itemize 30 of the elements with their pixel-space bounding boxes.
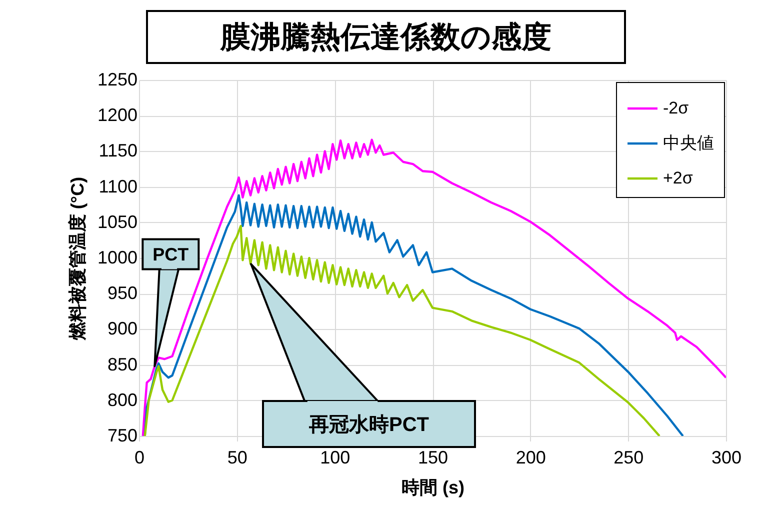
x-axis-title: 時間 (s)	[402, 478, 465, 498]
y-tick-label: 1250	[97, 70, 138, 90]
x-tick-label: 50	[227, 448, 248, 468]
y-tick-label: 850	[107, 354, 138, 374]
line-series	[144, 194, 684, 436]
annotation: PCT	[152, 244, 189, 265]
y-tick-label: 1200	[97, 105, 138, 126]
callout: 再冠水時PCT	[250, 263, 476, 448]
legend-label: +2σ	[663, 168, 694, 188]
x-tick-label: 100	[320, 448, 350, 468]
x-tick-label: 0	[134, 448, 145, 468]
y-tick-label: 1100	[98, 176, 138, 196]
y-tick-label: 1000	[97, 248, 138, 268]
y-tick-label: 1150	[98, 140, 138, 161]
x-tick-label: 250	[614, 448, 644, 468]
x-tick-label: 150	[418, 448, 448, 468]
x-tick-label: 200	[516, 448, 546, 468]
chart-title: 膜沸騰熱伝達係数の感度	[146, 10, 626, 64]
y-tick-label: 800	[107, 390, 138, 410]
y-axis-title: 燃料被覆管温度 (°C)	[67, 176, 88, 342]
y-tick-label: 950	[107, 283, 138, 304]
y-tick-label: 1050	[97, 212, 138, 232]
callout: PCT	[142, 238, 200, 368]
legend-label: -2σ	[663, 98, 690, 118]
y-tick-label: 900	[107, 318, 138, 339]
legend-label: 中央値	[663, 134, 714, 152]
annotation: 再冠水時PCT	[308, 414, 429, 436]
x-tick-label: 300	[711, 448, 742, 468]
y-tick-label: 750	[107, 426, 138, 446]
line-series	[144, 224, 661, 436]
